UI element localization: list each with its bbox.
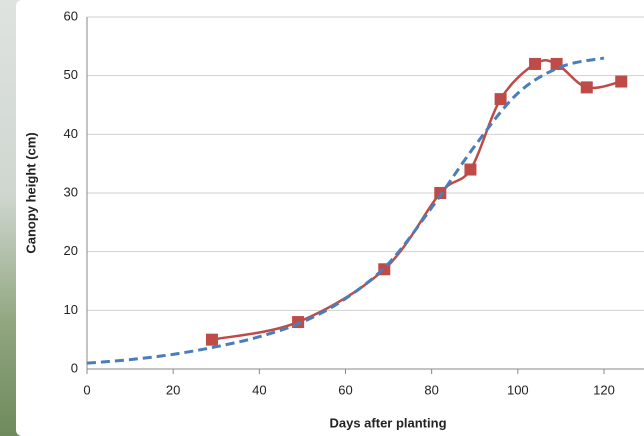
y-tick-label: 60 [64,8,78,23]
data-point [615,75,628,88]
y-tick-label: 50 [64,67,78,82]
chart-panel [16,0,644,436]
y-tick-label: 0 [71,360,78,375]
x-tick-label: 60 [338,382,352,397]
y-tick-label: 20 [64,243,78,258]
x-axis-title: Days after planting [329,415,446,430]
data-point [529,57,542,70]
data-point [580,81,593,94]
x-tick-label: 100 [507,382,529,397]
y-tick-label: 10 [64,302,78,317]
x-tick-label: 120 [593,382,615,397]
x-tick-label: 20 [166,382,180,397]
data-point [464,163,477,176]
x-tick-label: 80 [424,382,438,397]
data-point [205,333,218,346]
x-tick-label: 40 [252,382,266,397]
series-line [86,56,605,365]
y-tick-label: 40 [64,126,78,141]
data-point [494,93,507,106]
y-tick-label: 30 [64,184,78,199]
x-tick-label: 0 [83,382,90,397]
y-axis-title: Canopy height (cm) [23,132,38,253]
series-line [211,59,622,341]
